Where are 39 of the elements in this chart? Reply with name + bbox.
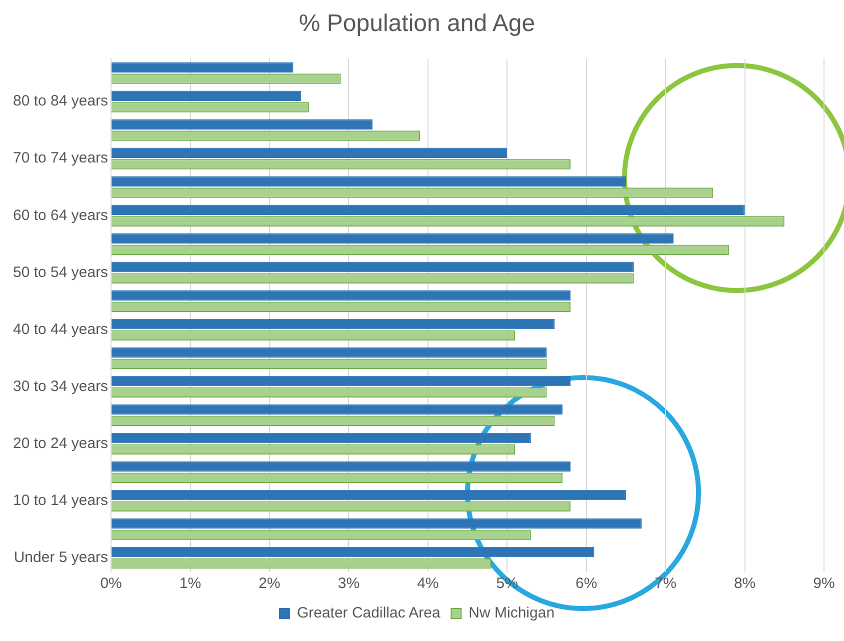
bar <box>112 290 571 301</box>
y-tick-label: 50 to 54 years <box>13 264 108 281</box>
bar <box>112 176 626 187</box>
y-tick-label: 80 to 84 years <box>13 92 108 110</box>
y-tick-label: 20 to 24 years <box>13 434 108 452</box>
bar <box>112 404 563 415</box>
y-tick-label: Under 5 years <box>14 548 108 566</box>
y-tick-label: 10 to 14 years <box>13 492 108 509</box>
legend-label: Greater Cadillac Area <box>296 604 442 622</box>
chart-title: % Population and Age <box>298 10 536 38</box>
y-tick-label: 30 to 34 years <box>13 378 108 395</box>
bar <box>112 62 294 72</box>
y-tick-label: 60 to 64 years <box>13 206 108 224</box>
x-tick-label: 7% <box>654 575 676 592</box>
bar <box>112 432 531 444</box>
x-tick-label: 8% <box>734 575 756 592</box>
y-tick-label: 40 to 44 years <box>13 320 108 338</box>
bar <box>112 90 302 101</box>
x-tick-label: 4% <box>417 575 439 592</box>
bar <box>112 262 634 272</box>
x-tick-label: 6% <box>576 575 598 592</box>
x-tick-label: 2% <box>258 575 280 592</box>
x-tick-label: 9% <box>813 575 835 592</box>
bar <box>112 318 555 330</box>
x-tick-label: 0% <box>100 575 122 592</box>
bar <box>112 233 674 244</box>
y-tick-label: 70 to 74 years <box>13 150 108 167</box>
bar <box>112 518 642 529</box>
x-tick-label: 3% <box>338 575 360 592</box>
bar <box>112 204 745 216</box>
bar <box>112 376 571 386</box>
bar <box>112 546 594 558</box>
legend-label: Nw Michigan <box>468 604 555 622</box>
bar <box>112 148 508 158</box>
bar <box>112 461 571 472</box>
bar <box>112 347 547 358</box>
bar <box>112 490 626 500</box>
x-tick-label: 1% <box>179 575 202 592</box>
bar <box>112 119 372 130</box>
